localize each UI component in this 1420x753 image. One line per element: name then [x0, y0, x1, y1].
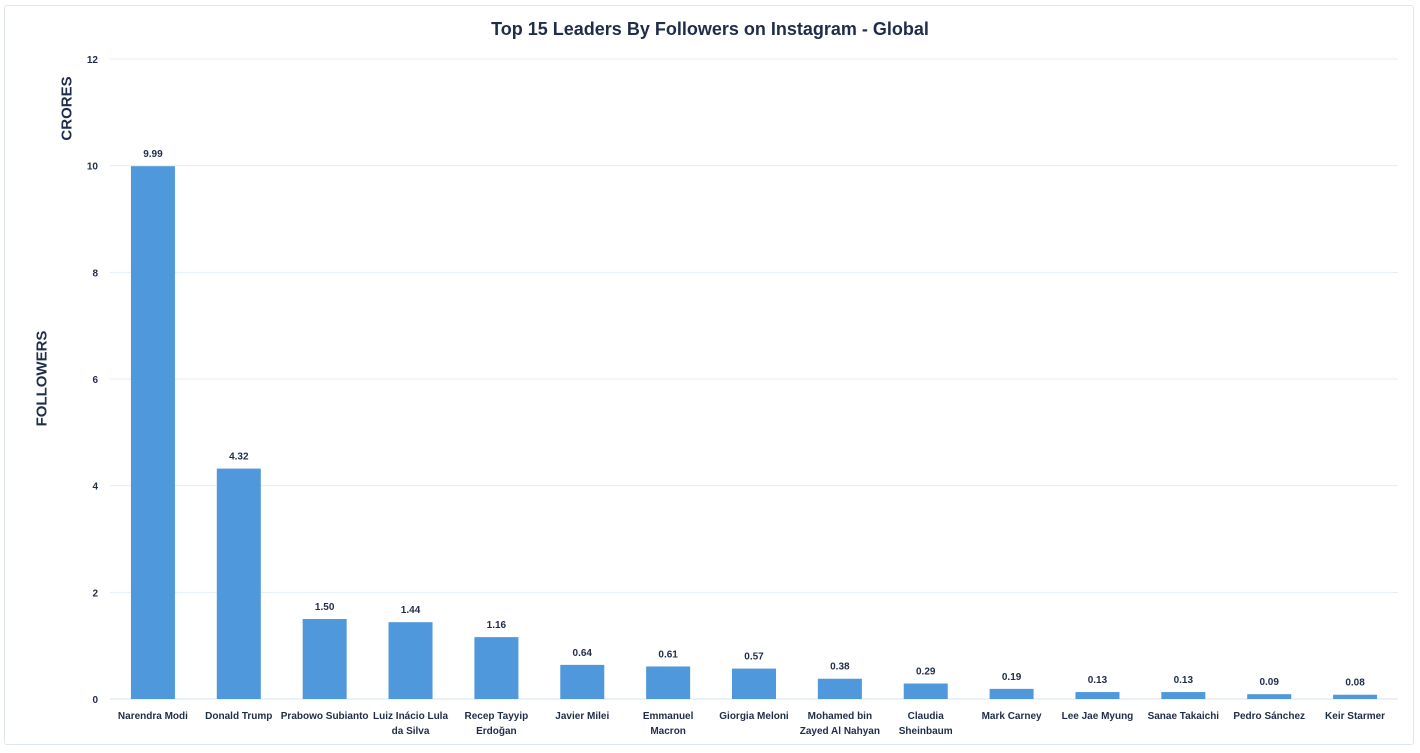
x-tick-label: Emmanuel Macron — [642, 711, 694, 737]
chart-frame — [4, 5, 1414, 745]
y-tick-label: 10 — [87, 162, 99, 173]
x-tick-label: Recep Tayyip Erdoğan — [464, 711, 529, 737]
data-label: 0.13 — [1174, 675, 1194, 686]
data-label: 0.08 — [1345, 678, 1365, 689]
bar — [302, 619, 347, 699]
y-tick-label: 12 — [87, 55, 99, 66]
x-tick-label: Sanae Takaichi — [1147, 711, 1220, 722]
x-tick-label: Donald Trump — [205, 711, 273, 722]
data-label: 0.57 — [744, 652, 764, 663]
bar — [817, 678, 862, 699]
bar — [1161, 692, 1206, 699]
bar — [989, 688, 1034, 699]
bar — [388, 622, 433, 699]
data-label: 0.29 — [916, 667, 936, 678]
data-label: 1.16 — [487, 620, 507, 631]
data-label: 0.09 — [1259, 677, 1279, 688]
x-tick-label: Mark Carney — [981, 711, 1042, 722]
data-label: 9.99 — [143, 149, 163, 160]
x-tick-label: Mohamed bin Zayed Al Nahyan — [799, 711, 880, 737]
y-tick-label: 4 — [92, 482, 98, 493]
x-tick-label: Lee Jae Myung — [1061, 711, 1134, 722]
data-label: 1.50 — [315, 602, 335, 613]
y-tick-label: 0 — [92, 695, 98, 706]
bar — [1075, 692, 1120, 699]
data-label: 0.13 — [1088, 675, 1108, 686]
bar — [732, 668, 776, 699]
bar — [474, 637, 519, 699]
y-tick-label: 8 — [92, 268, 98, 279]
bar — [1333, 694, 1378, 699]
data-label: 0.61 — [658, 649, 678, 660]
x-tick-label: Luiz Inácio Lula da Silva — [373, 711, 449, 737]
x-tick-label: Pedro Sánchez — [1233, 711, 1306, 722]
y-tick-label: 6 — [92, 375, 98, 386]
data-label: 0.64 — [573, 648, 593, 659]
data-label: 4.32 — [229, 452, 249, 463]
bar — [130, 166, 175, 699]
x-tick-label: Javier Milei — [555, 711, 610, 722]
x-tick-label: Giorgia Meloni — [719, 711, 789, 722]
x-tick-label: Narendra Modi — [117, 711, 188, 722]
bar — [646, 666, 691, 699]
bar — [216, 468, 261, 699]
y-tick-label: 2 — [92, 588, 98, 599]
chart-title: Top 15 Leaders By Followers on Instagram… — [491, 19, 929, 39]
bar — [1247, 694, 1292, 699]
data-label: 0.19 — [1002, 672, 1022, 683]
data-label: 1.44 — [401, 605, 421, 616]
data-label: 0.38 — [830, 662, 850, 673]
bar — [903, 683, 948, 699]
x-tick-label: Keir Starmer — [1325, 711, 1386, 722]
x-tick-label: Prabowo Subianto — [280, 711, 369, 722]
bar — [560, 664, 605, 699]
x-tick-label: Claudia Sheinbaum — [898, 711, 953, 737]
